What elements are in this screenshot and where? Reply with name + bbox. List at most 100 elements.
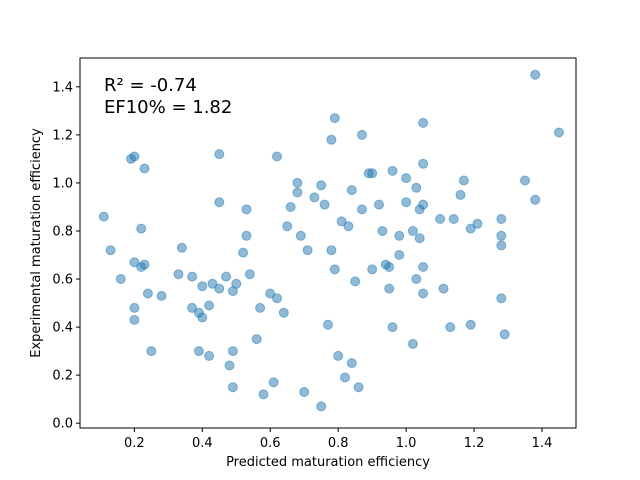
data-point <box>278 307 289 318</box>
data-point <box>407 226 418 236</box>
data-point <box>251 334 262 345</box>
data-point <box>231 278 242 289</box>
points-layer <box>98 69 564 412</box>
y-axis-ticks: 0.0 0.2 0.4 0.6 0.8 1.0 1.2 1.4 <box>52 80 80 432</box>
data-point <box>418 262 429 272</box>
x-tick-label: 1.0 <box>396 436 417 451</box>
x-tick-label: 0.8 <box>328 436 349 451</box>
data-point <box>319 199 330 210</box>
data-point <box>394 250 405 260</box>
data-point <box>418 117 429 128</box>
data-point <box>272 151 282 162</box>
r-squared-annotation: R² = -0.74 <box>104 75 197 96</box>
data-point <box>357 129 367 140</box>
data-point <box>204 350 215 361</box>
data-point <box>530 194 541 205</box>
data-point <box>496 293 507 304</box>
data-point <box>329 113 340 124</box>
data-point <box>411 182 422 193</box>
data-point <box>401 173 412 184</box>
data-point <box>411 274 422 284</box>
y-tick-label: 0.6 <box>52 273 73 288</box>
data-point <box>353 382 364 393</box>
data-point <box>496 214 507 224</box>
data-point <box>340 372 350 383</box>
data-point <box>221 271 232 282</box>
data-point <box>241 230 252 241</box>
data-point <box>214 149 225 160</box>
data-point <box>197 312 208 323</box>
data-point <box>496 230 507 241</box>
data-point <box>255 302 266 313</box>
data-point <box>227 382 238 393</box>
y-tick-label: 0.0 <box>52 417 73 432</box>
data-point <box>374 199 384 210</box>
y-tick-label: 0.8 <box>52 224 73 239</box>
data-point <box>241 204 252 215</box>
data-point <box>407 338 418 349</box>
data-point <box>214 283 225 294</box>
data-point <box>258 389 269 400</box>
data-point <box>268 377 279 388</box>
data-point <box>554 127 564 138</box>
data-point <box>238 247 249 258</box>
data-point <box>357 204 367 215</box>
data-point <box>129 314 140 325</box>
data-point <box>465 319 476 330</box>
data-point <box>394 230 405 241</box>
data-point <box>367 264 378 275</box>
data-point <box>265 288 276 299</box>
data-point <box>316 401 327 412</box>
data-point <box>384 262 395 272</box>
data-point <box>272 293 282 304</box>
data-point <box>387 165 398 176</box>
data-point <box>520 175 530 186</box>
data-point <box>326 134 337 145</box>
data-point <box>472 218 483 229</box>
data-point <box>367 168 378 179</box>
data-point <box>224 360 235 371</box>
x-tick-label: 1.4 <box>532 436 553 451</box>
y-tick-label: 0.4 <box>52 321 73 336</box>
data-point <box>299 387 310 397</box>
data-point <box>142 288 153 299</box>
data-point <box>193 346 204 357</box>
data-point <box>173 269 184 280</box>
data-point <box>302 245 313 256</box>
data-point <box>136 223 147 234</box>
y-tick-label: 1.2 <box>52 128 73 143</box>
x-tick-label: 0.2 <box>124 436 145 451</box>
data-point <box>98 211 109 222</box>
x-tick-label: 1.2 <box>464 436 485 451</box>
data-point <box>333 350 344 361</box>
data-point <box>414 233 425 244</box>
ef10-annotation: EF10% = 1.82 <box>104 97 232 118</box>
x-axis-label: Predicted maturation efficiency <box>226 455 430 470</box>
x-tick-label: 0.6 <box>260 436 281 451</box>
y-tick-label: 1.0 <box>52 176 73 191</box>
data-point <box>387 322 398 333</box>
data-point <box>418 288 429 299</box>
x-tick-label: 0.4 <box>192 436 213 451</box>
data-point <box>346 185 357 196</box>
data-point <box>377 226 388 236</box>
data-point <box>295 230 306 241</box>
y-tick-label: 0.2 <box>52 369 73 384</box>
data-point <box>129 151 140 162</box>
data-point <box>336 216 347 227</box>
data-point <box>285 202 296 212</box>
data-point <box>401 197 412 208</box>
data-point <box>455 189 466 200</box>
data-point <box>343 221 354 232</box>
data-point <box>323 319 333 330</box>
data-point <box>435 214 446 224</box>
data-point <box>329 264 340 275</box>
data-point <box>448 214 459 224</box>
data-point <box>309 192 320 203</box>
data-point <box>187 302 198 313</box>
data-point <box>346 358 357 369</box>
data-point <box>292 177 303 188</box>
data-point <box>384 283 395 294</box>
data-point <box>115 274 126 284</box>
data-point <box>176 242 187 253</box>
